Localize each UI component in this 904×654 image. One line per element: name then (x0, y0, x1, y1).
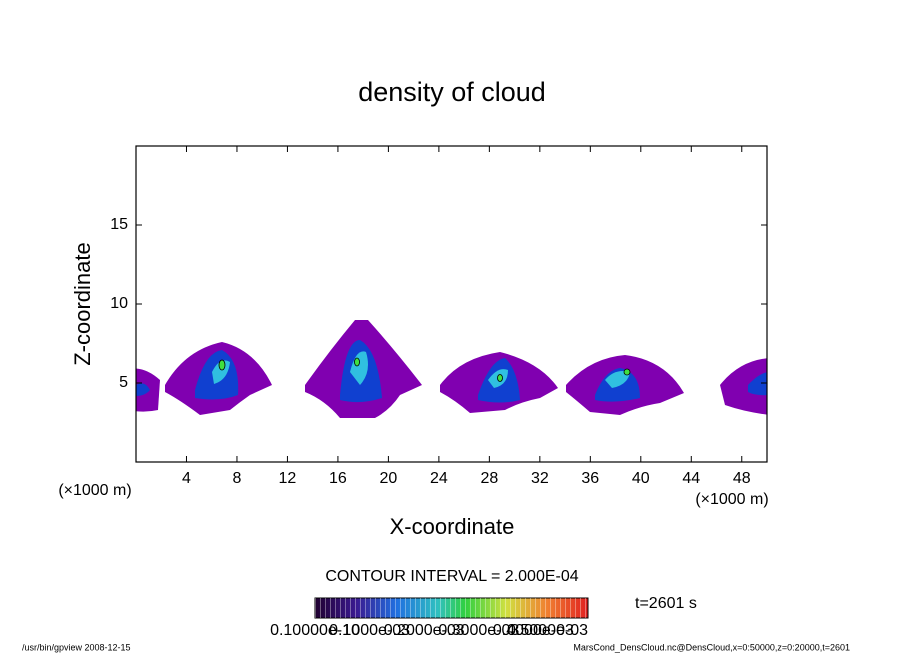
colorbar-label: 0.10000e-10 (270, 622, 360, 639)
colorbar-label: 0.4000e-03 (493, 622, 574, 639)
x-tick-label: 32 (531, 470, 549, 487)
y-axis-label: Z-coordinate (70, 242, 95, 366)
plot-frame (135, 145, 768, 463)
x-tick-label: 12 (279, 470, 297, 487)
x-tick-label: 28 (480, 470, 498, 487)
x-tick-label: 20 (380, 470, 398, 487)
y-tick-label: 10 (110, 295, 128, 312)
x-tick-label: 44 (682, 470, 700, 487)
y-tick-label: 5 (119, 374, 128, 391)
colorbar-labels: 0.10000e-100.1000e-030.2000e-030.3000e-0… (270, 622, 588, 639)
x-unit-left: (×1000 m) (58, 482, 131, 499)
x-tick-label: 24 (430, 470, 448, 487)
footer-left: /usr/bin/gpview 2008-12-15 (22, 642, 131, 652)
time-label: t=2601 s (635, 595, 697, 612)
colorbar-label: 0.2000e-03 (384, 622, 465, 639)
x-tick-label: 36 (581, 470, 599, 487)
x-tick-label: 8 (233, 470, 242, 487)
x-axis-label: X-coordinate (390, 514, 515, 539)
y-tick-label: 15 (110, 216, 128, 233)
x-tick-label: 4 (182, 470, 191, 487)
x-tick-label: 16 (329, 470, 347, 487)
colorbar-stripes (315, 598, 588, 618)
chart-title: density of cloud (358, 77, 546, 107)
contour-interval: CONTOUR INTERVAL = 2.000E-04 (325, 568, 578, 585)
colorbar-label: 0.1000e-03 (329, 622, 410, 639)
footer-right: MarsCond_DensCloud.nc@DensCloud,x=0:5000… (573, 642, 850, 652)
colorbar-label: 0.5000e-03 (507, 622, 588, 639)
contour-field (136, 320, 767, 418)
colorbar-label: 0.3000e-03 (438, 622, 519, 639)
x-tick-label: 40 (632, 470, 650, 487)
x-tick-label: 48 (733, 470, 751, 487)
x-unit-right: (×1000 m) (695, 491, 768, 508)
